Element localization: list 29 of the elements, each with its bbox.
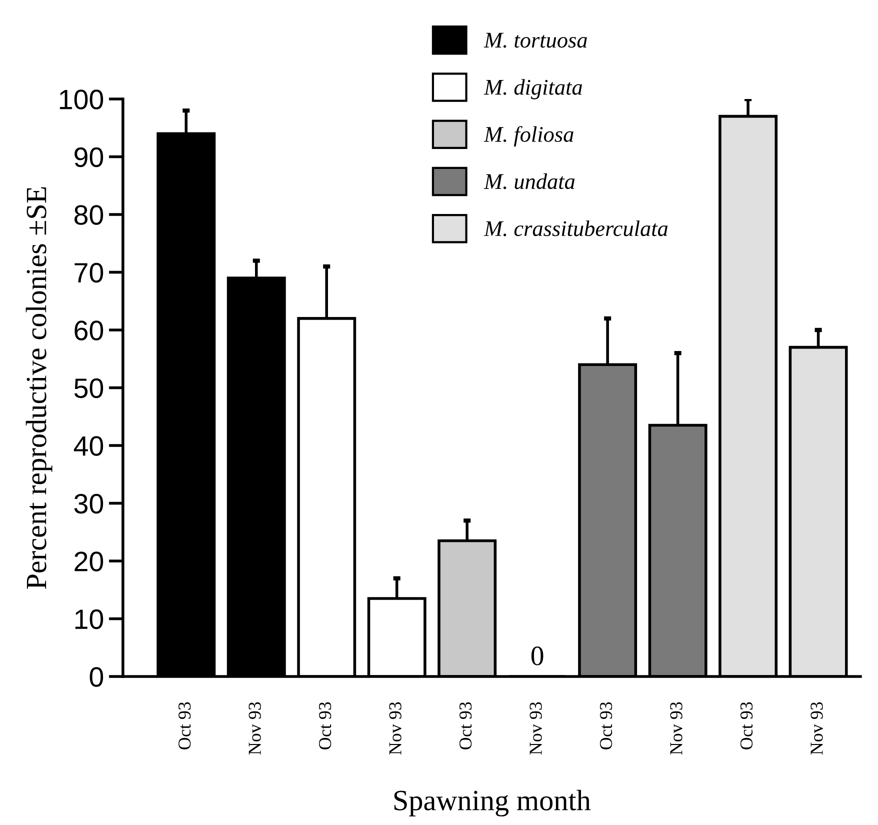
x-axis-title: Spawning month (394, 790, 591, 816)
y-tick-label: 50 (74, 378, 104, 398)
y-tick-label: 0 (90, 667, 104, 687)
x-tick-label: Oct 93 (178, 702, 191, 750)
x-tick-label: Oct 93 (459, 702, 472, 750)
legend-label: M. tortuosa (484, 32, 587, 48)
x-tick-label: Oct 93 (740, 702, 753, 750)
y-tick-label: 90 (74, 147, 104, 168)
legend-label: M. foliosa (484, 126, 574, 146)
y-tick-label: 10 (75, 609, 104, 630)
x-tick-label: Nov 93 (810, 702, 823, 755)
y-axis-title: Percent reproductive colonies ±SE (26, 187, 52, 589)
x-tick-label: Nov 93 (670, 702, 682, 755)
legend-label: M. digitata (484, 79, 582, 100)
y-tick-label: 100 (60, 90, 104, 110)
y-tick-label: 40 (74, 436, 104, 456)
x-tick-label: Nov 93 (530, 702, 542, 755)
x-tick-label: Nov 93 (389, 702, 402, 755)
y-tick-label: 20 (74, 552, 104, 572)
legend-label: M. undata (484, 173, 575, 190)
y-tick-label: 80 (74, 205, 104, 225)
y-tick-label: 30 (74, 494, 104, 514)
x-tick-label: Oct 93 (319, 702, 332, 750)
x-tick-label: Oct 93 (600, 702, 612, 750)
x-tick-label: Nov 93 (248, 702, 261, 755)
data-label: 0 (531, 646, 544, 666)
y-tick-label: 60 (74, 320, 104, 340)
legend-label: M. crassituberculata (484, 220, 668, 236)
y-tick-label: 70 (74, 262, 104, 283)
